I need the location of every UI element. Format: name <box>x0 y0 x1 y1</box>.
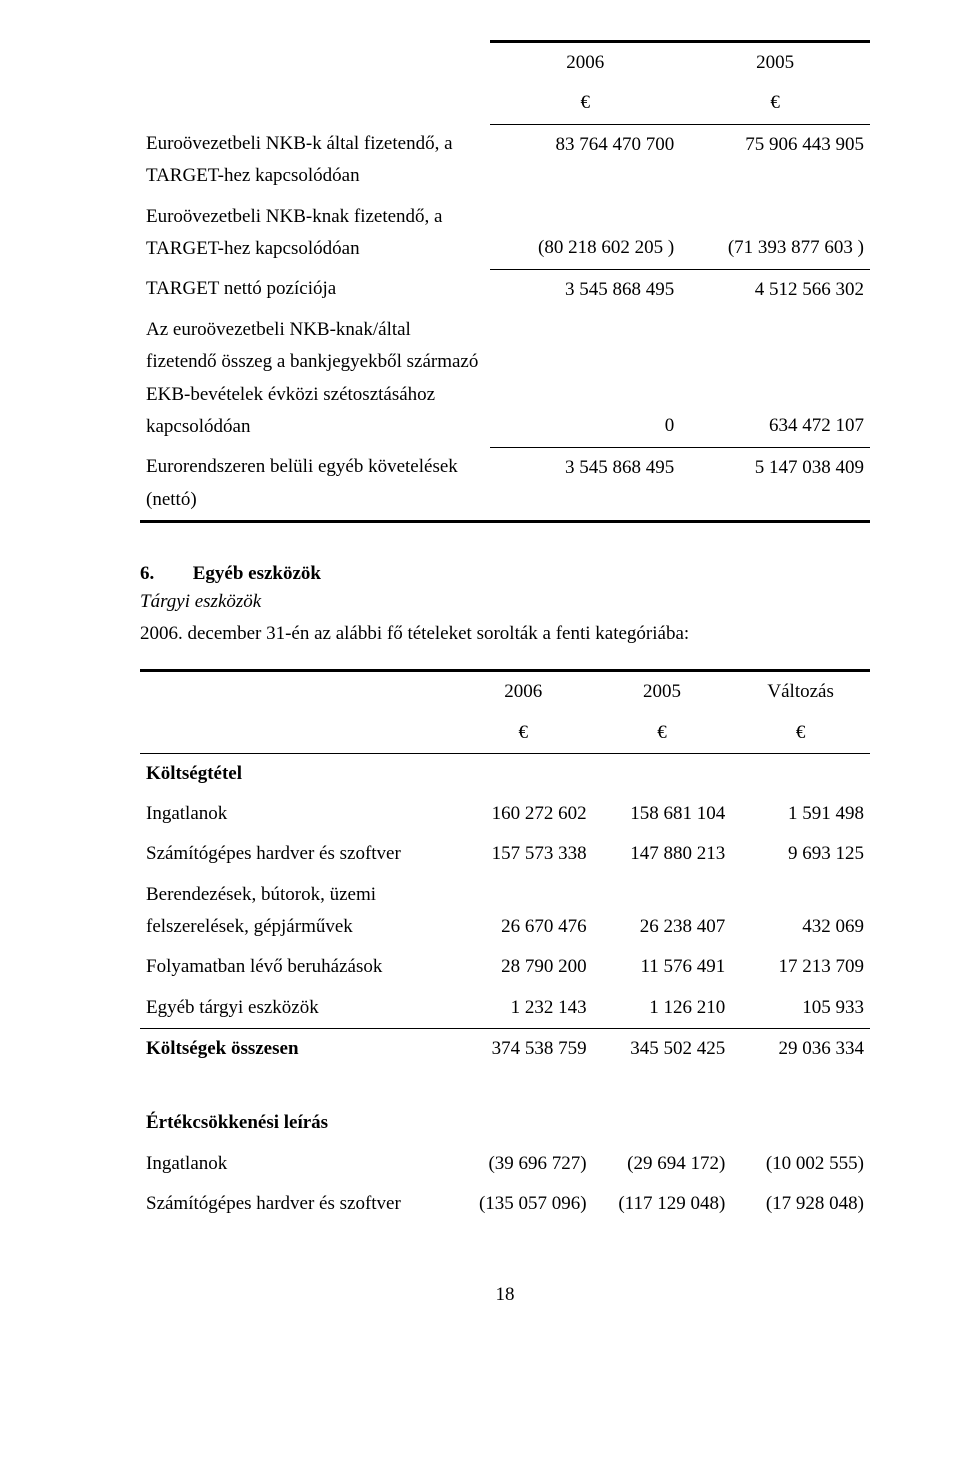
table-row: Az euroövezetbeli NKB-knak/által fizeten… <box>140 310 870 447</box>
row-label: Számítógépes hardver és szoftver <box>140 1184 454 1224</box>
currency-change: € <box>731 713 870 754</box>
row-label: Folyamatban lévő beruházások <box>140 947 454 987</box>
section-text: 2006. december 31-én az alábbi fő tétele… <box>140 619 870 649</box>
table-row: Euroövezetbeli NKB-k által fizetendő, a … <box>140 124 870 197</box>
row-c: 9 693 125 <box>731 834 870 874</box>
currency-2006: € <box>454 713 593 754</box>
group-header-row: Értékcsökkenési leírás <box>140 1103 870 1143</box>
row-b: 26 238 407 <box>593 875 732 948</box>
row-value-2006: 3 545 868 495 <box>490 269 680 310</box>
table-header-row: 2006 2005 Változás <box>140 671 870 713</box>
col-header-change: Változás <box>731 671 870 713</box>
table-total-row: Költségek összesen 374 538 759 345 502 4… <box>140 1028 870 1069</box>
group-label: Költségtétel <box>140 753 454 794</box>
row-value-2006: 83 764 470 700 <box>490 124 680 197</box>
row-a: (135 057 096) <box>454 1184 593 1224</box>
section-heading: 6. Egyéb eszközök <box>140 563 870 585</box>
table-row: Folyamatban lévő beruházások 28 790 200 … <box>140 947 870 987</box>
section-number: 6. <box>140 563 188 585</box>
table-row: Számítógépes hardver és szoftver 157 573… <box>140 834 870 874</box>
row-a: 1 232 143 <box>454 988 593 1029</box>
row-b: (29 694 172) <box>593 1144 732 1184</box>
currency-2005: € <box>680 83 870 124</box>
row-a: (39 696 727) <box>454 1144 593 1184</box>
col-header-2005: 2005 <box>593 671 732 713</box>
row-label: Eurorendszeren belüli egyéb követelések … <box>140 447 490 521</box>
currency-2005: € <box>593 713 732 754</box>
page-number: 18 <box>140 1284 870 1306</box>
table-row: TARGET nettó pozíciója 3 545 868 495 4 5… <box>140 269 870 310</box>
total-a: 374 538 759 <box>454 1028 593 1069</box>
row-value-2006: (80 218 602 205 ) <box>490 197 680 270</box>
row-value-2006: 3 545 868 495 <box>490 447 680 521</box>
col-header-2006: 2006 <box>454 671 593 713</box>
row-c: (10 002 555) <box>731 1144 870 1184</box>
row-label: Ingatlanok <box>140 794 454 834</box>
table-row: Eurorendszeren belüli egyéb követelések … <box>140 447 870 521</box>
row-a: 28 790 200 <box>454 947 593 987</box>
row-c: 432 069 <box>731 875 870 948</box>
row-value-2005: 634 472 107 <box>680 310 870 447</box>
table-row: Egyéb tárgyi eszközök 1 232 143 1 126 21… <box>140 988 870 1029</box>
row-label: Az euroövezetbeli NKB-knak/által fizeten… <box>140 310 490 447</box>
table-eurorendszer: 2006 2005 € € Euroövezetbeli NKB-k által… <box>140 40 870 523</box>
table-row: Ingatlanok (39 696 727) (29 694 172) (10… <box>140 1144 870 1184</box>
table-row: Euroövezetbeli NKB-knak fizetendő, a TAR… <box>140 197 870 270</box>
row-label: Számítógépes hardver és szoftver <box>140 834 454 874</box>
row-c: 17 213 709 <box>731 947 870 987</box>
row-a: 160 272 602 <box>454 794 593 834</box>
row-value-2005: 75 906 443 905 <box>680 124 870 197</box>
group-header-row: Költségtétel <box>140 753 870 794</box>
row-label: Ingatlanok <box>140 1144 454 1184</box>
table-row: Ingatlanok 160 272 602 158 681 104 1 591… <box>140 794 870 834</box>
row-b: 158 681 104 <box>593 794 732 834</box>
row-b: 147 880 213 <box>593 834 732 874</box>
row-label: Berendezések, bútorok, üzemi felszerelés… <box>140 875 454 948</box>
section-title: Egyéb eszközök <box>193 563 321 584</box>
row-value-2005: (71 393 877 603 ) <box>680 197 870 270</box>
row-label: Euroövezetbeli NKB-knak fizetendő, a TAR… <box>140 197 490 270</box>
row-value-2006: 0 <box>490 310 680 447</box>
table-targyi-eszkozok: 2006 2005 Változás € € € Költségtétel In… <box>140 669 870 1224</box>
row-value-2005: 4 512 566 302 <box>680 269 870 310</box>
row-label: TARGET nettó pozíciója <box>140 269 490 310</box>
spacer-row <box>140 1069 870 1103</box>
row-c: 1 591 498 <box>731 794 870 834</box>
table-row: Berendezések, bútorok, üzemi felszerelés… <box>140 875 870 948</box>
total-b: 345 502 425 <box>593 1028 732 1069</box>
row-label: Euroövezetbeli NKB-k által fizetendő, a … <box>140 124 490 197</box>
total-label: Költségek összesen <box>140 1028 454 1069</box>
col-header-2005: 2005 <box>680 42 870 84</box>
row-label: Egyéb tárgyi eszközök <box>140 988 454 1029</box>
currency-2006: € <box>490 83 680 124</box>
table-header-row: 2006 2005 <box>140 42 870 84</box>
total-c: 29 036 334 <box>731 1028 870 1069</box>
table-currency-row: € € <box>140 83 870 124</box>
row-b: 1 126 210 <box>593 988 732 1029</box>
col-header-2006: 2006 <box>490 42 680 84</box>
group-label: Értékcsökkenési leírás <box>140 1103 454 1143</box>
row-a: 157 573 338 <box>454 834 593 874</box>
row-a: 26 670 476 <box>454 875 593 948</box>
row-c: (17 928 048) <box>731 1184 870 1224</box>
section-subtitle: Tárgyi eszközök <box>140 591 870 613</box>
table-currency-row: € € € <box>140 713 870 754</box>
row-b: (117 129 048) <box>593 1184 732 1224</box>
row-c: 105 933 <box>731 988 870 1029</box>
row-b: 11 576 491 <box>593 947 732 987</box>
row-value-2005: 5 147 038 409 <box>680 447 870 521</box>
table-row: Számítógépes hardver és szoftver (135 05… <box>140 1184 870 1224</box>
